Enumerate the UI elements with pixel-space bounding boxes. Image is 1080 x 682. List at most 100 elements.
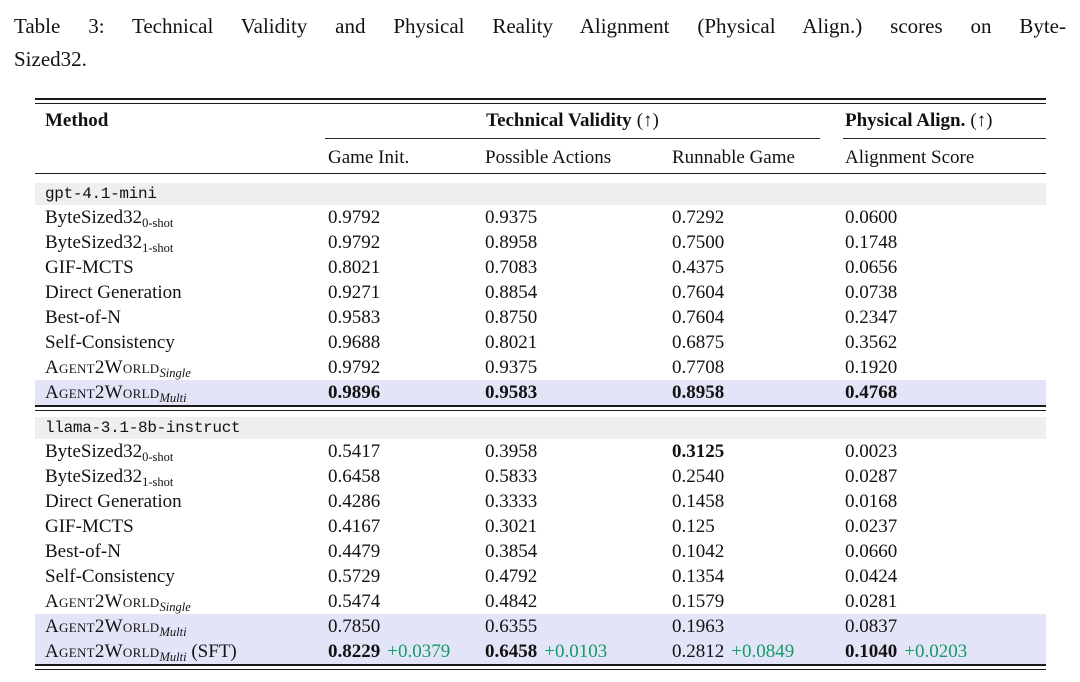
score-value: 0.9583 xyxy=(328,306,381,328)
value-cell: 0.0837 xyxy=(845,616,1046,638)
score-value: 0.0738 xyxy=(845,281,898,303)
value-cell: 0.0287 xyxy=(845,466,1046,488)
score-value: 0.9583 xyxy=(485,381,538,403)
method-cell: Agent2WorldSingle xyxy=(35,357,328,380)
method-cell: Best-of-N xyxy=(35,307,328,329)
score-value: 0.7083 xyxy=(485,256,538,278)
method-name: ByteSized32 xyxy=(45,206,143,228)
table-body: gpt-4.1-mini ByteSized320-shot 0.9792 0.937… xyxy=(35,183,1046,664)
table-subheader-row: Game Init. Possible Actions Runnable Gam… xyxy=(35,142,1046,173)
method-cell: ByteSized321-shot xyxy=(35,231,328,255)
value-cell: 0.7708 xyxy=(672,357,845,379)
method-subscript: 1-shot xyxy=(142,474,174,489)
score-value: 0.3562 xyxy=(845,331,898,353)
value-cell: 0.9792 xyxy=(328,232,485,254)
value-cell: 0.7604 xyxy=(672,307,845,329)
value-cell: 0.4842 xyxy=(485,591,672,613)
score-value: 0.2347 xyxy=(845,306,898,328)
table-row: Direct Generation 0.4286 0.3333 0.1458 0.016… xyxy=(35,489,1046,514)
method-cell: Agent2WorldSingle xyxy=(35,591,328,614)
method-name: ByteSized32 xyxy=(45,465,143,487)
score-value: 0.7500 xyxy=(672,231,725,253)
value-cell: 0.3854 xyxy=(485,541,672,563)
score-value: 0.7604 xyxy=(672,306,725,328)
method-name: Direct Generation xyxy=(45,490,182,512)
score-value: 0.3854 xyxy=(485,540,538,562)
score-value: 0.8958 xyxy=(485,231,538,253)
score-value: 0.5729 xyxy=(328,565,381,587)
method-subscript: 1-shot xyxy=(142,240,174,255)
score-value: 0.2540 xyxy=(672,465,725,487)
score-value: 0.2812 xyxy=(672,640,725,662)
method-cell: Agent2WorldMulti (SFT) xyxy=(35,640,328,664)
score-value: 0.8229 xyxy=(328,640,381,662)
value-cell: 0.3333 xyxy=(485,491,672,513)
method-name: Self-Consistency xyxy=(45,331,175,353)
method-name: ByteSized32 xyxy=(45,231,143,253)
value-cell: 0.2540 xyxy=(672,466,845,488)
bottom-rule xyxy=(35,664,1046,670)
value-cell: 0.8958 xyxy=(485,232,672,254)
table-row: GIF-MCTS 0.4167 0.3021 0.125 0.0237 xyxy=(35,514,1046,539)
score-value: 0.4842 xyxy=(485,590,538,612)
technical-validity-label: Technical Validity xyxy=(486,110,632,131)
value-cell: 0.9583 xyxy=(485,382,672,404)
spacer xyxy=(35,174,1046,183)
value-cell: 0.0656 xyxy=(845,257,1046,279)
value-cell: 0.3562 xyxy=(845,332,1046,354)
score-value: 0.6875 xyxy=(672,331,725,353)
value-cell: 0.8229 +0.0379 xyxy=(328,641,485,663)
col-header-alignment-score: Alignment Score xyxy=(845,146,975,168)
value-cell: 0.8854 xyxy=(485,282,672,304)
score-value: 0.0600 xyxy=(845,206,898,228)
value-cell: 0.2812 +0.0849 xyxy=(672,641,845,663)
score-value: 0.9792 xyxy=(328,231,381,253)
method-suffix: (SFT) xyxy=(186,640,237,662)
value-cell: 0.5474 xyxy=(328,591,485,613)
score-value: 0.4286 xyxy=(328,490,381,512)
delta-badge: +0.0203 xyxy=(904,640,968,662)
table-row: ByteSized321-shot 0.6458 0.5833 0.2540 0.028… xyxy=(35,464,1046,489)
table-row: ByteSized320-shot 0.5417 0.3958 0.3125 0.002… xyxy=(35,439,1046,464)
method-name: ByteSized32 xyxy=(45,440,143,462)
table-row: Best-of-N 0.4479 0.3854 0.1042 0.0660 xyxy=(35,539,1046,564)
method-subscript: Single xyxy=(159,365,191,380)
score-value: 0.5833 xyxy=(485,465,538,487)
col-header-runnable-game: Runnable Game xyxy=(672,146,795,168)
delta-badge: +0.0849 xyxy=(731,640,795,662)
value-cell: 0.9792 xyxy=(328,207,485,229)
method-subscript: Multi xyxy=(159,649,187,664)
score-value: 0.8021 xyxy=(485,331,538,353)
score-value: 0.3021 xyxy=(485,515,538,537)
score-value: 0.1040 xyxy=(845,640,898,662)
method-name: GIF-MCTS xyxy=(45,256,134,278)
score-value: 0.9271 xyxy=(328,281,381,303)
value-cell: 0.7083 xyxy=(485,257,672,279)
value-cell: 0.9375 xyxy=(485,207,672,229)
method-cell: ByteSized320-shot xyxy=(35,206,328,230)
value-cell: 0.4286 xyxy=(328,491,485,513)
score-value: 0.1748 xyxy=(845,231,898,253)
score-value: 0.0168 xyxy=(845,490,898,512)
method-name: Best-of-N xyxy=(45,540,121,562)
group-header-rules xyxy=(35,138,1046,142)
technical-validity-rule xyxy=(325,138,820,139)
score-value: 0.0281 xyxy=(845,590,898,612)
method-cell: Agent2WorldMulti xyxy=(35,616,328,639)
value-cell: 0.5729 xyxy=(328,566,485,588)
score-value: 0.8021 xyxy=(328,256,381,278)
value-cell: 0.6458 +0.0103 xyxy=(485,641,672,663)
score-value: 0.7708 xyxy=(672,356,725,378)
score-value: 0.0237 xyxy=(845,515,898,537)
method-subscript: 0-shot xyxy=(142,215,174,230)
value-cell: 0.2347 xyxy=(845,307,1046,329)
score-value: 0.8854 xyxy=(485,281,538,303)
physical-align-rule xyxy=(843,138,1046,139)
score-value: 0.9792 xyxy=(328,356,381,378)
method-cell: GIF-MCTS xyxy=(35,257,328,279)
score-value: 0.3125 xyxy=(672,440,725,462)
score-value: 0.125 xyxy=(672,515,715,537)
col-header-game-init: Game Init. xyxy=(328,146,410,168)
method-name: GIF-MCTS xyxy=(45,515,134,537)
table-row: Agent2WorldMulti 0.7850 0.6355 0.1963 0.0837 xyxy=(35,614,1046,639)
